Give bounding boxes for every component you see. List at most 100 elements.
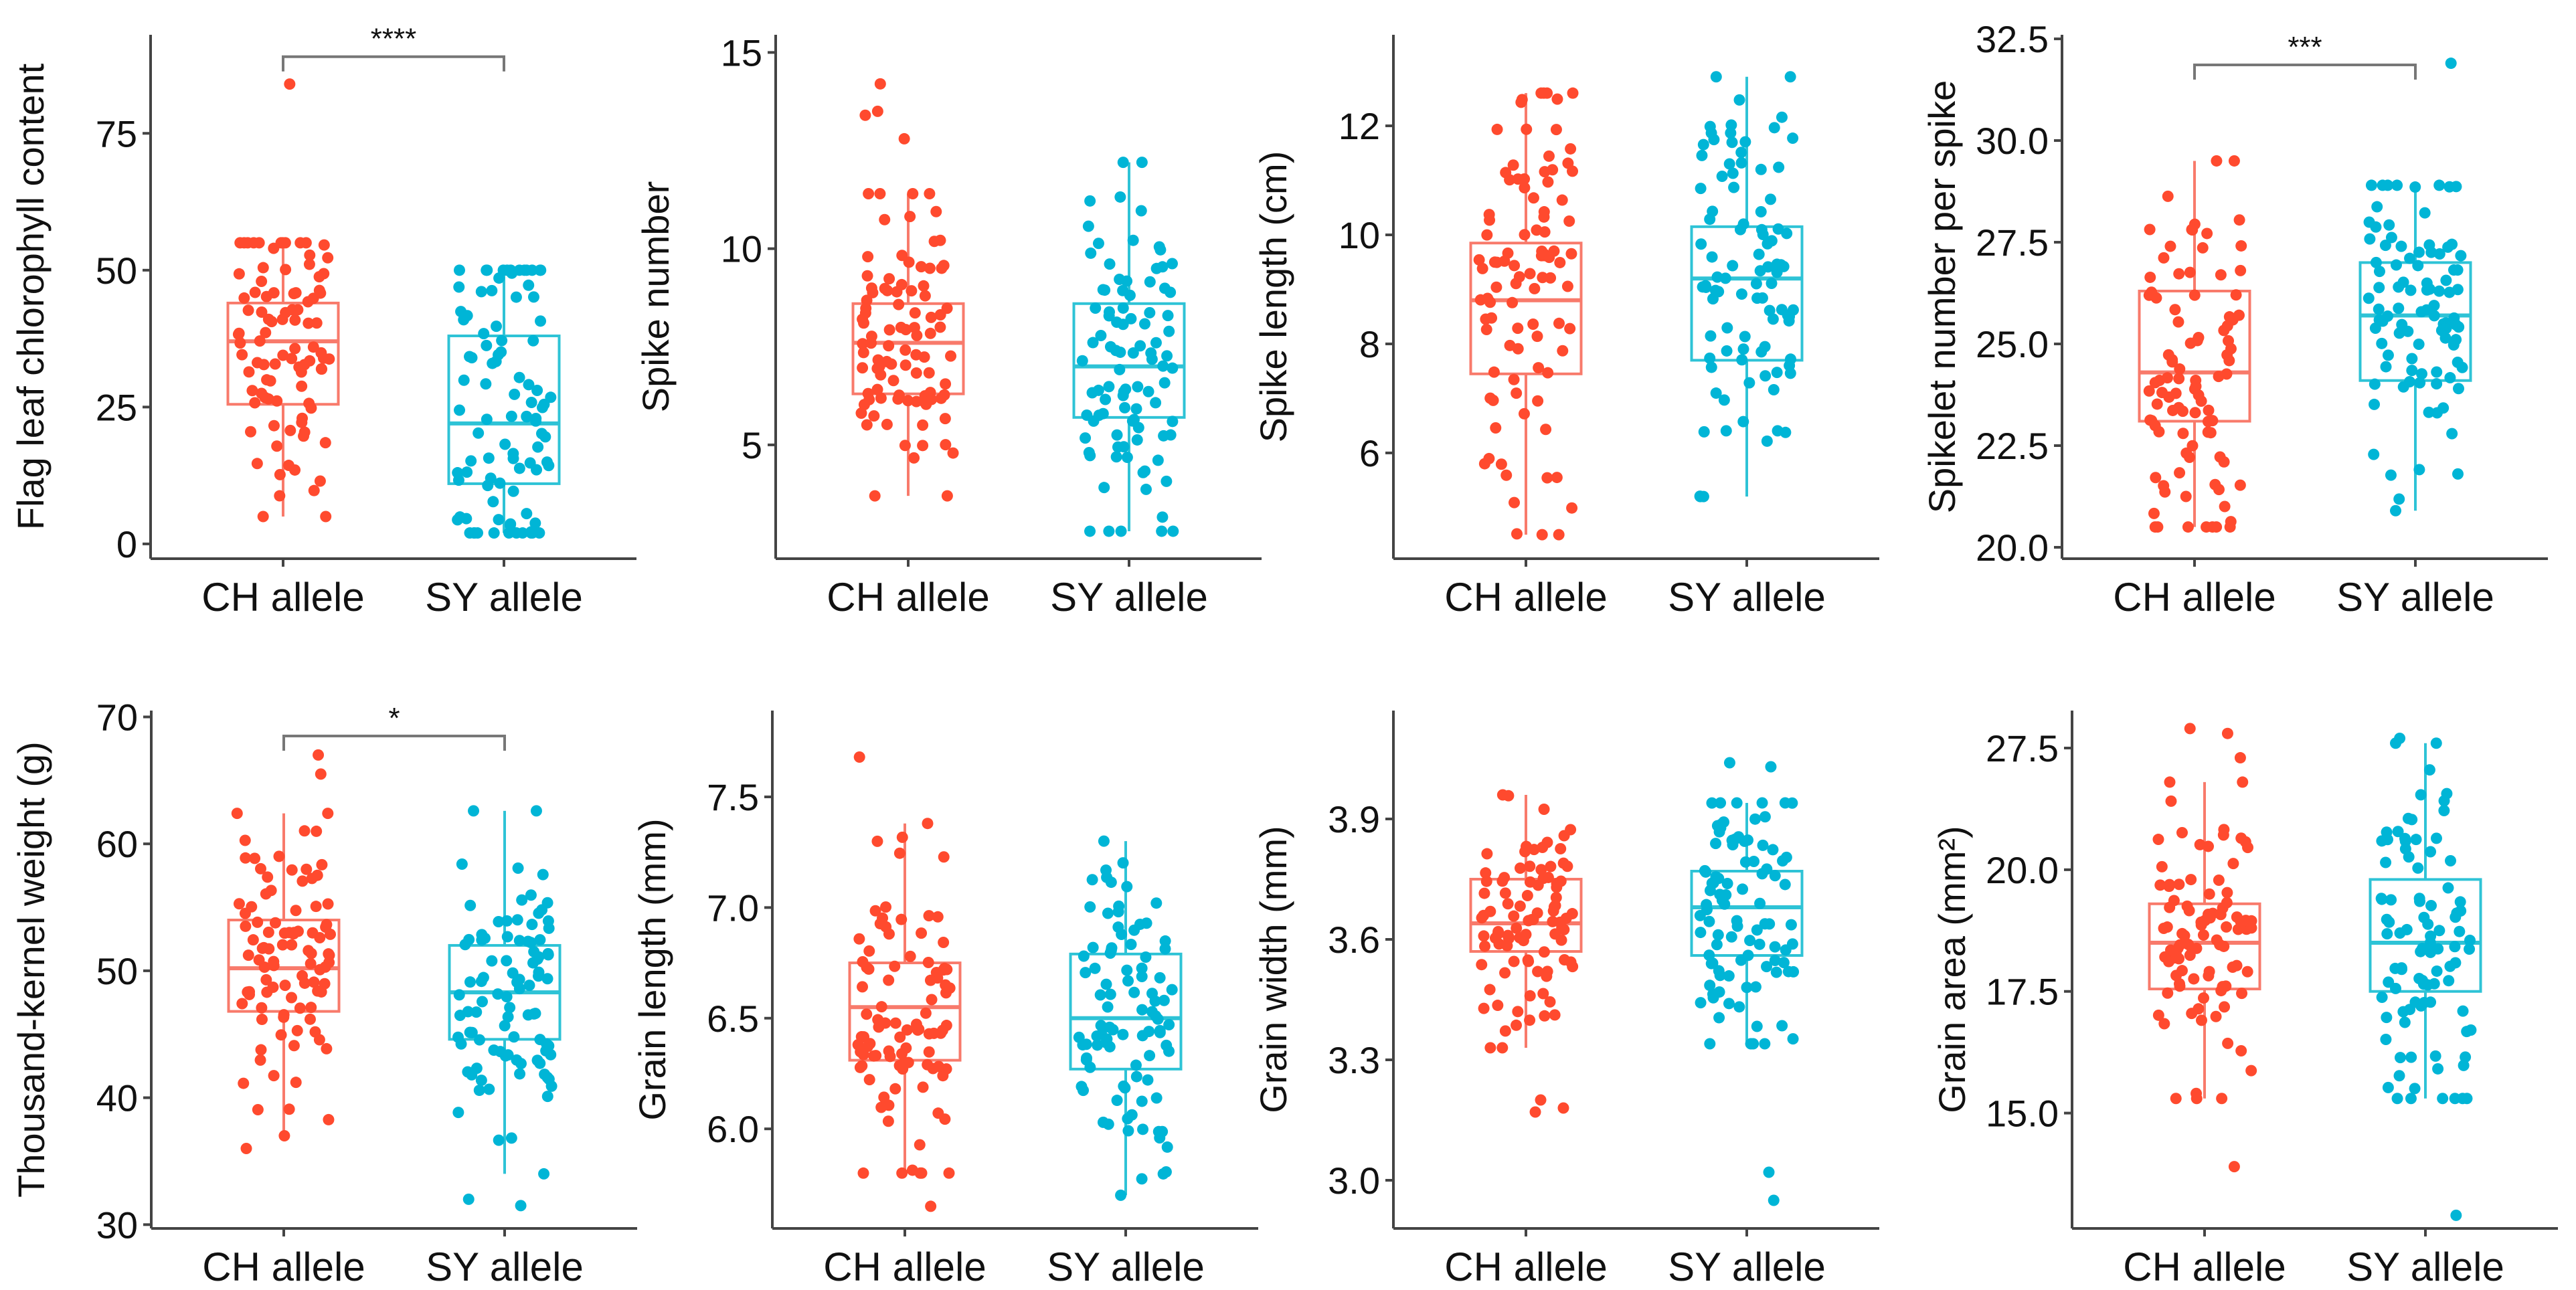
data-point [458,314,470,326]
data-point [2231,959,2243,972]
data-point [1694,490,1706,502]
data-point [912,1024,924,1036]
data-point [2184,723,2196,735]
data-point [1535,1094,1547,1106]
data-point [2450,334,2462,346]
data-point [940,987,952,999]
data-point [2211,521,2223,533]
data-point [302,296,314,308]
data-point [536,428,548,440]
box-group-ch [2148,723,2261,1173]
data-point [2184,452,2196,464]
data-point [2158,923,2170,935]
data-point [2213,484,2225,496]
data-point [1531,224,1543,236]
data-point [1537,988,1549,1000]
data-point [1567,87,1579,99]
data-point [1125,312,1137,325]
data-point [1712,929,1724,941]
data-point [857,1167,869,1179]
data-point [242,949,254,961]
data-point [2368,448,2380,460]
data-point [1744,935,1756,947]
data-point [254,335,266,347]
data-point [1756,797,1768,809]
data-point [1110,451,1122,463]
data-point [2376,893,2388,905]
data-point [2188,289,2201,301]
data-point [2184,266,2196,278]
data-point [1104,1021,1116,1033]
data-point [509,388,521,400]
data-point [1140,951,1152,963]
data-point [278,1130,290,1142]
data-point [1710,838,1722,850]
data-point [2364,233,2376,245]
data-point [472,527,484,539]
data-point [534,934,546,946]
data-point [1111,429,1123,441]
data-point [265,885,277,897]
data-point [260,290,272,302]
data-point [2154,879,2166,891]
data-point [1527,192,1539,204]
data-point [1731,915,1743,927]
data-point [522,935,534,947]
data-point [533,966,545,978]
data-point [1087,337,1099,349]
data-point [452,514,464,526]
data-point [537,401,549,413]
y-tick-label: 50 [96,950,138,992]
data-point [1140,917,1152,929]
data-point [1146,353,1158,365]
data-point [1769,954,1781,966]
data-point [1511,1019,1523,1031]
data-point [529,517,541,529]
data-point [2399,835,2411,847]
y-tick-label: 0 [116,523,137,565]
data-point [1778,957,1790,969]
data-point [487,496,499,508]
data-point [1080,1054,1092,1066]
data-point [1726,136,1738,149]
data-point [288,1040,300,1052]
data-point [2412,862,2424,874]
data-point [2431,965,2443,977]
data-point [278,1009,290,1021]
data-point [1139,318,1151,330]
data-point [256,275,268,287]
data-point [291,1024,303,1036]
data-point [1097,284,1109,296]
data-point [1156,511,1169,523]
data-point [2425,930,2437,942]
data-point [2369,322,2381,335]
data-point [902,395,914,407]
data-point [2149,420,2161,432]
data-point [2233,214,2245,226]
data-point [933,1061,945,1073]
data-point [2379,240,2391,252]
x-tick-label: SY allele [1668,1245,1826,1289]
box-group-sy [2358,58,2472,517]
data-point [513,462,525,474]
data-point [311,825,323,837]
data-point [1480,867,1492,879]
data-point [861,270,873,282]
data-point [1719,898,1731,910]
data-point [883,340,895,352]
data-point [246,385,258,397]
data-point [1739,835,1751,847]
data-point [532,441,544,453]
y-tick-label: 6 [1359,432,1380,474]
data-point [934,321,946,333]
data-point [1553,317,1565,329]
data-point [1703,915,1715,927]
data-point [875,369,887,381]
data-point [2190,375,2202,387]
y-axis-label: Thousand-kernel weight (g) [10,741,52,1198]
data-point [887,375,899,387]
data-point [1512,322,1524,335]
data-point [2182,521,2194,533]
data-point [1111,1095,1123,1107]
data-point [1131,434,1143,446]
